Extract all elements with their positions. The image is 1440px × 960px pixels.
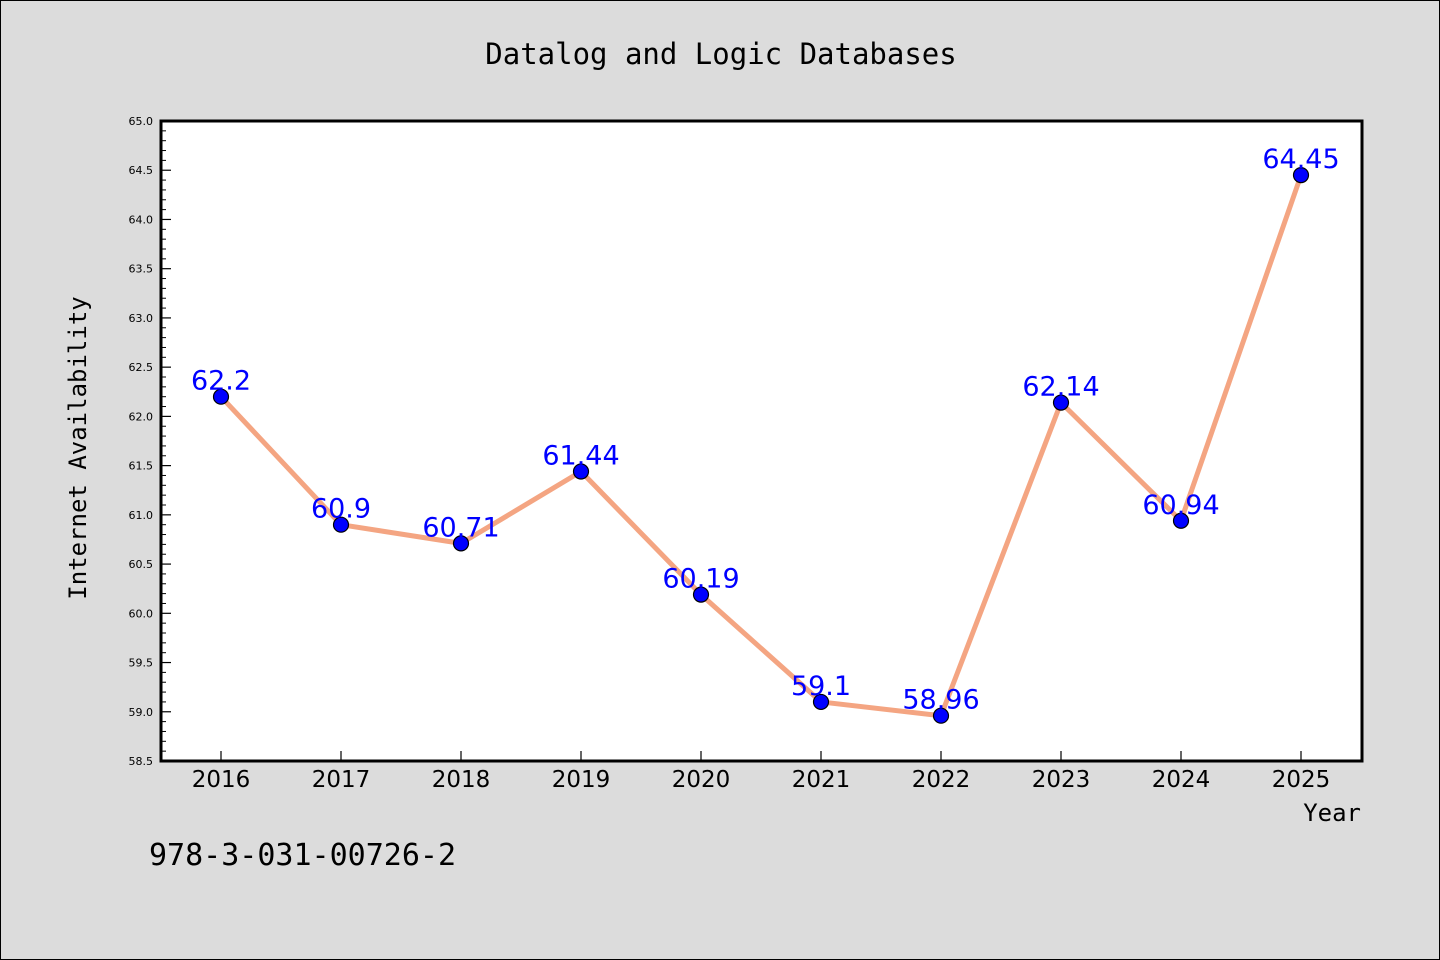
- y-tick-label: 59.0: [129, 706, 154, 719]
- data-point: [1052, 394, 1070, 411]
- x-tick-label: 2018: [432, 767, 491, 793]
- x-tick-label: 2021: [792, 767, 851, 793]
- y-tick-label: 62.5: [129, 361, 154, 374]
- data-point: [812, 693, 830, 711]
- data-label: 60.94: [1142, 490, 1219, 521]
- data-label: 60.71: [422, 512, 499, 543]
- data-point: [932, 707, 950, 724]
- data-labels: 62.2 60.9 60.71 61.44 60.19 59.1 58.96 62.14 60.…: [191, 144, 1340, 716]
- x-tick-label: 2017: [312, 767, 371, 793]
- x-axis-label: Year: [1303, 799, 1361, 827]
- chart-title: Datalog and Logic Databases: [485, 37, 956, 71]
- y-tick-label: 65.0: [129, 115, 154, 128]
- y-tick-label: 58.5: [129, 755, 154, 768]
- y-tick-label: 60.0: [129, 607, 154, 620]
- data-point: [1172, 512, 1190, 529]
- data-label: 60.19: [662, 564, 739, 595]
- y-tick-label: 64.5: [129, 164, 154, 177]
- y-axis: 58.5 59.0 59.5 60.0 60.5 61.0 61.5 62.0 62.5 63.0…: [129, 115, 171, 768]
- x-tick-label: 2023: [1032, 767, 1091, 793]
- data-label: 62.2: [191, 366, 251, 397]
- y-tick-label: 62.0: [129, 410, 154, 423]
- data-label: 58.96: [902, 685, 979, 716]
- data-point: [1292, 167, 1310, 184]
- data-point: [332, 516, 350, 533]
- data-label: 61.44: [542, 441, 619, 472]
- x-tick-label: 2019: [552, 767, 611, 793]
- data-label: 62.14: [1022, 372, 1099, 403]
- x-tick-label: 2022: [912, 767, 971, 793]
- y-tick-label: 63.5: [129, 263, 154, 276]
- x-tick-label: 2020: [672, 767, 731, 793]
- y-tick-label: 64.0: [129, 213, 154, 226]
- x-axis: 2016 2017 2018 2019 2020 2021 2022 2023 2024 2025: [192, 751, 1331, 793]
- y-tick-label: 59.5: [129, 657, 154, 670]
- y-tick-label: 63.0: [129, 312, 154, 325]
- data-label: 60.9: [311, 494, 371, 525]
- y-tick-label: 60.5: [129, 558, 154, 571]
- data-label: 59.1: [791, 671, 851, 702]
- data-point: [692, 586, 710, 603]
- data-point: [452, 535, 470, 552]
- x-tick-label: 2024: [1152, 767, 1211, 793]
- data-point: [212, 388, 230, 405]
- data-point: [572, 463, 590, 480]
- y-tick-label: 61.0: [129, 509, 154, 522]
- x-tick-label: 2016: [192, 767, 251, 793]
- plot-area: [159, 119, 1364, 763]
- series-line: [218, 172, 1304, 719]
- data-markers: [212, 167, 1310, 724]
- annotation-text: 978-3-031-00726-2: [149, 838, 456, 873]
- data-label: 64.45: [1262, 144, 1339, 175]
- y-tick-label: 61.5: [129, 460, 154, 473]
- x-tick-label: 2025: [1272, 767, 1331, 793]
- y-axis-label: Internet Availability: [64, 296, 92, 599]
